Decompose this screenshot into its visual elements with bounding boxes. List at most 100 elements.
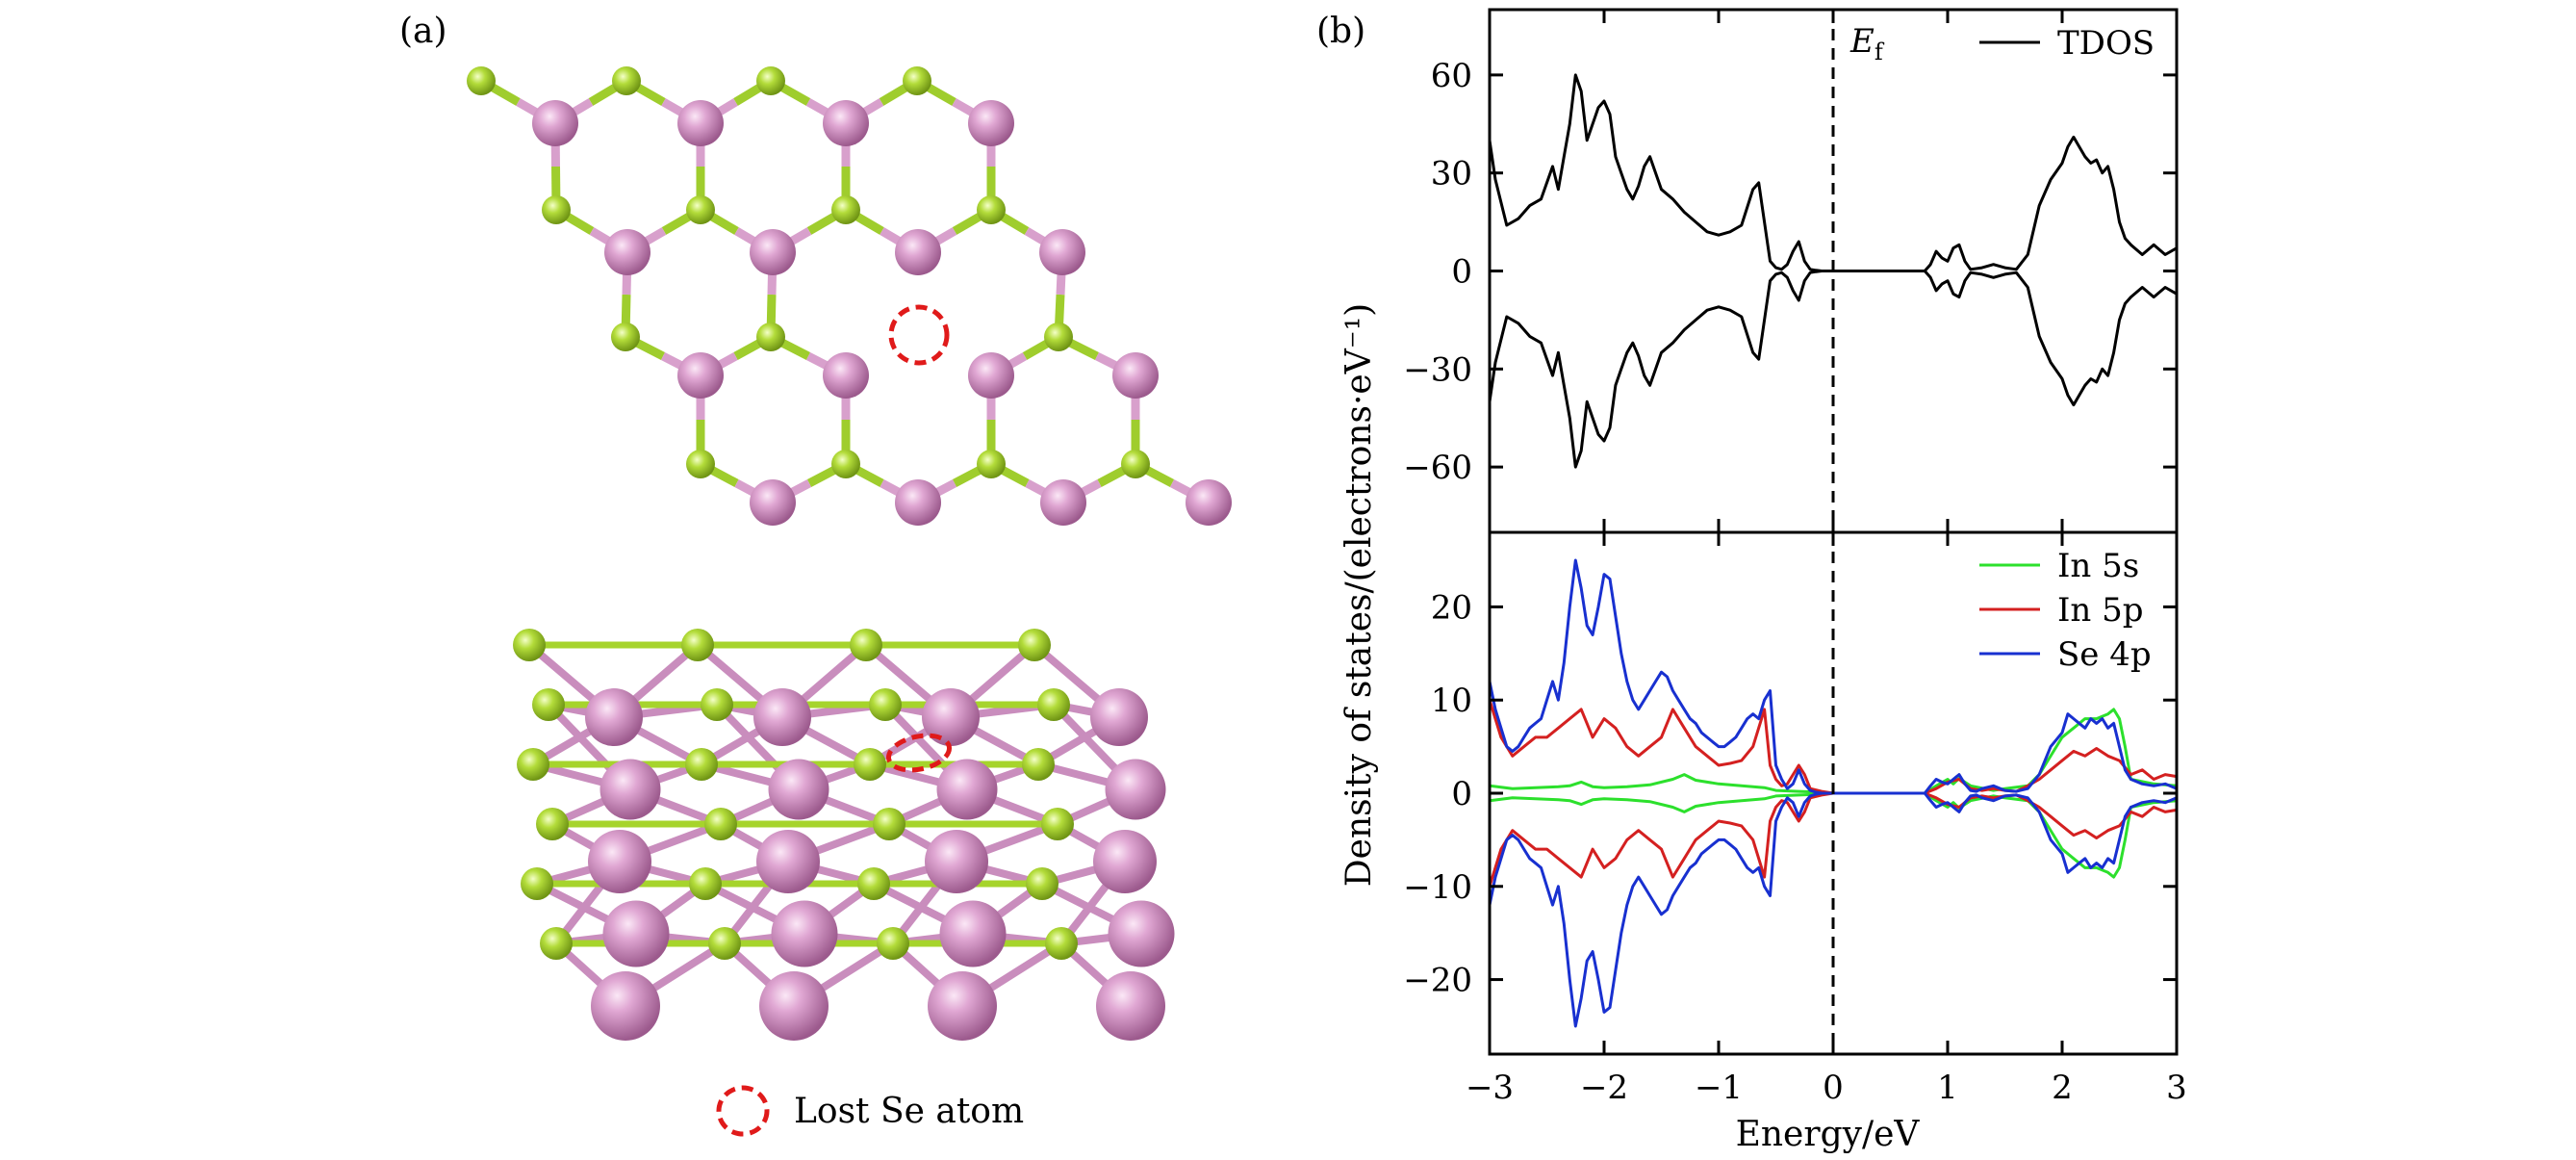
se-atom [756, 322, 785, 351]
se-atom [686, 195, 715, 224]
y-tick-label: 60 [1431, 57, 1472, 95]
in-atom [1039, 229, 1085, 275]
in-atom [532, 100, 578, 146]
x-tick-label: −3 [1466, 1069, 1514, 1107]
y-tick-label: 0 [1451, 253, 1472, 292]
y-tick-label: 20 [1431, 588, 1472, 627]
in-atom [968, 352, 1014, 399]
in-atom [1096, 971, 1165, 1041]
se-atom [536, 808, 569, 840]
in-atom [677, 100, 724, 146]
x-tick-label: 1 [1937, 1069, 1958, 1107]
series-in-5p-down [1488, 791, 2178, 888]
in-atom [602, 900, 670, 967]
x-tick-label: −2 [1580, 1069, 1628, 1107]
legend-label: Se 4p [2057, 635, 2152, 674]
in-atom [771, 900, 838, 967]
se-atom [1045, 927, 1078, 960]
side-view-atoms [513, 629, 1175, 1041]
in-atom [753, 688, 811, 746]
se-atom [542, 195, 571, 224]
se-atom [689, 867, 722, 900]
in-atom [591, 971, 660, 1041]
side-view-structure [513, 629, 1175, 1041]
se-atom [521, 867, 553, 900]
panel-b: (b) Density of states/(electrons·eV⁻¹) E… [1316, 8, 2187, 1154]
in-atom [750, 479, 796, 526]
in-atom [759, 971, 829, 1041]
legend: TDOS [1979, 24, 2155, 63]
in-atom [895, 479, 941, 526]
fermi-level-label: Ef [1849, 22, 1885, 65]
se-atom [467, 66, 496, 95]
x-tick-label: 3 [2166, 1069, 2187, 1107]
in-atom [922, 688, 980, 746]
in-atom [928, 971, 997, 1041]
lost-se-marker-icon [888, 304, 950, 366]
legend-label: TDOS [2057, 24, 2155, 63]
legend-label: In 5p [2057, 591, 2144, 630]
panel-b-label: (b) [1316, 12, 1365, 51]
x-axis-title: Energy/eV [1736, 1115, 1921, 1154]
in-atom [585, 688, 643, 746]
series-se-4p-up [1488, 558, 2178, 795]
se-atom [873, 808, 905, 840]
series-se-4p-down [1488, 791, 2178, 1028]
se-atom [977, 195, 1006, 224]
in-atom [1090, 688, 1148, 746]
in-atom [968, 100, 1014, 146]
legend-label: In 5s [2057, 547, 2139, 585]
se-atom [1022, 748, 1055, 781]
series-tdos-down [1488, 270, 2178, 469]
y-tick-label: −20 [1403, 962, 1472, 1000]
se-atom [850, 629, 882, 661]
lost-se-marker-icon [886, 733, 952, 773]
in-atom [768, 759, 829, 820]
in-atom [599, 759, 661, 820]
se-atom [977, 450, 1006, 478]
series-in-5p-up [1488, 699, 2178, 795]
se-atom [517, 748, 549, 781]
top-view-structure [467, 66, 1232, 526]
se-atom [708, 927, 741, 960]
legend: In 5s In 5p Se 4p [1979, 547, 2152, 674]
in-atom [604, 229, 650, 275]
panel-a: (a) Lost Se atom [399, 12, 1232, 1137]
in-atom [750, 229, 796, 275]
tdos-panel: −60 −30 0 30 60 TDOS Ef [1403, 8, 2179, 534]
y-tick-label: 30 [1431, 155, 1472, 193]
x-tick-label: 0 [1823, 1069, 1844, 1107]
in-atom [1186, 479, 1232, 526]
in-atom [588, 830, 651, 893]
y-tick-label: −30 [1403, 350, 1472, 389]
se-atom [540, 927, 573, 960]
se-atom [1121, 450, 1150, 478]
x-tick-label: 2 [2052, 1069, 2073, 1107]
se-atom [869, 688, 902, 721]
x-tick-label: −1 [1695, 1069, 1743, 1107]
in-atom [756, 830, 820, 893]
in-atom [925, 830, 988, 893]
se-atom [1037, 688, 1070, 721]
in-atom [895, 229, 941, 275]
lost-se-legend: Lost Se atom [716, 1085, 1024, 1137]
se-atom [532, 688, 565, 721]
se-atom [857, 867, 890, 900]
in-atom [936, 759, 998, 820]
se-atom [854, 748, 886, 781]
y-axis-title: Density of states/(electrons·eV⁻¹) [1339, 303, 1379, 887]
se-atom [701, 688, 733, 721]
se-atom [513, 629, 546, 661]
in-atom [823, 352, 869, 399]
in-atom [1105, 759, 1166, 820]
in-atom [1040, 479, 1086, 526]
in-atom [939, 900, 1007, 967]
se-atom [704, 808, 737, 840]
se-atom [1018, 629, 1051, 661]
se-atom [612, 66, 641, 95]
se-atom [685, 748, 718, 781]
in-atom [1093, 830, 1157, 893]
se-atom [686, 450, 715, 478]
